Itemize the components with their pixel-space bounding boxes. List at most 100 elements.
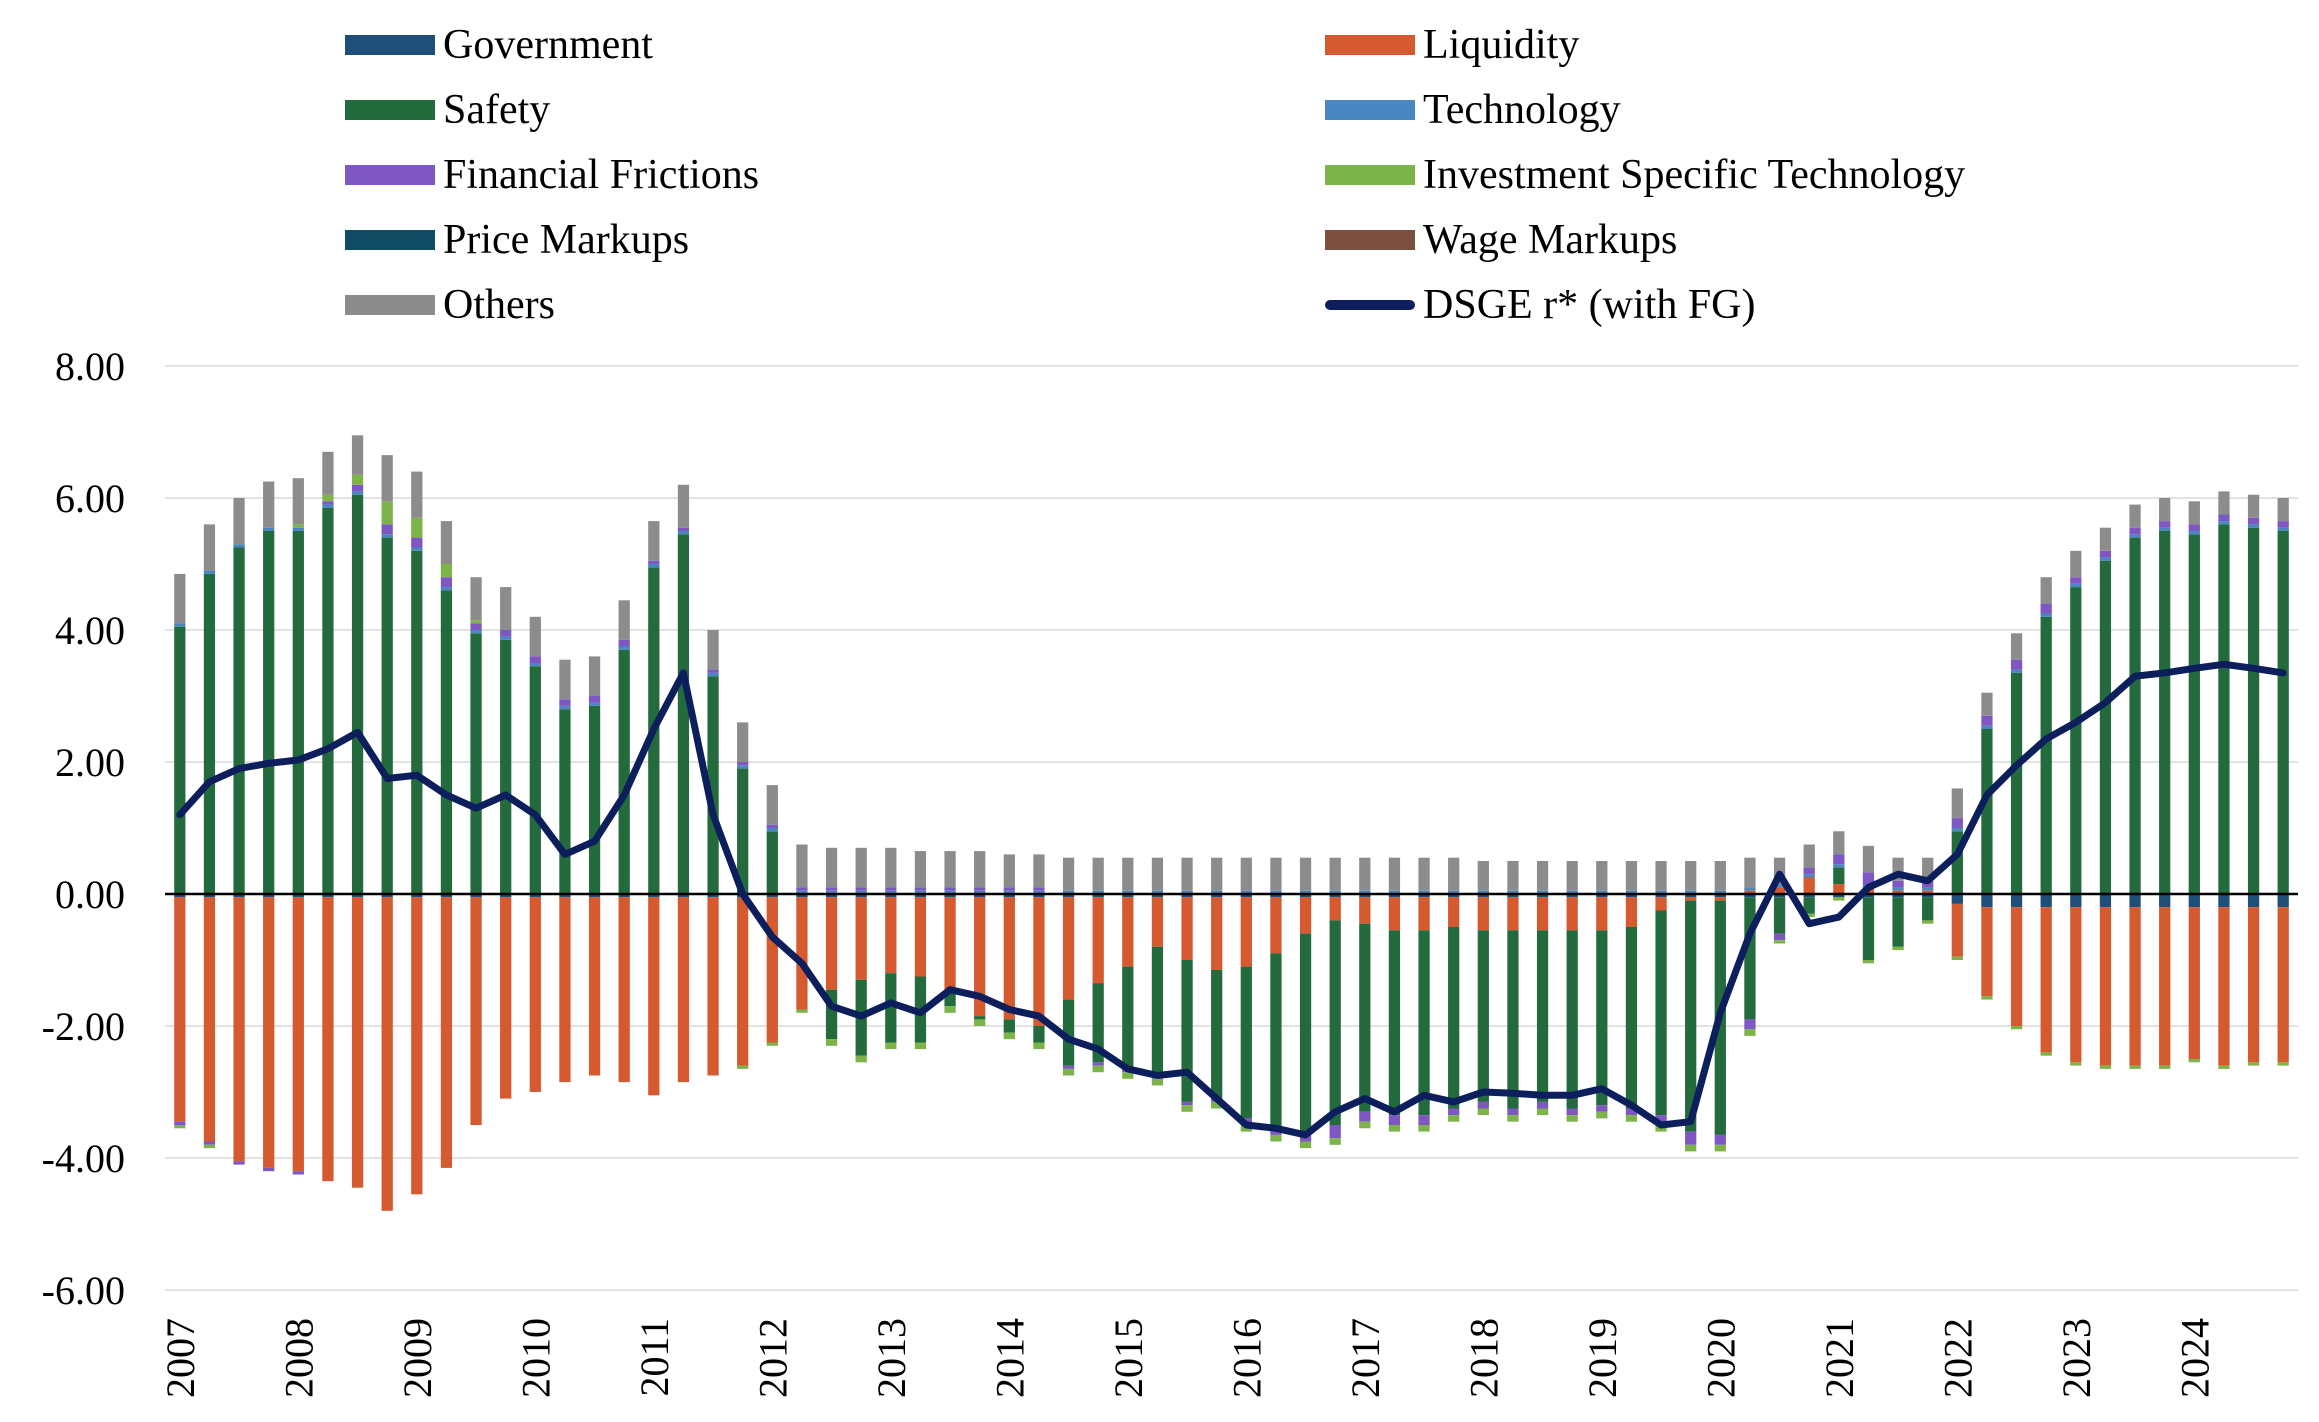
bar-others-2015q3 bbox=[1181, 857, 1193, 891]
bar-safety-2015q1 bbox=[1122, 966, 1134, 1069]
bar-government-2017q4 bbox=[1448, 894, 1460, 898]
bar-safety-2011q2 bbox=[677, 534, 690, 894]
legend-swatch-technology bbox=[1325, 100, 1415, 120]
bar-liquidity-2017q3 bbox=[1418, 897, 1430, 931]
bar-safety-2022q2 bbox=[1981, 729, 1993, 894]
bar-others-2012q1 bbox=[766, 785, 778, 825]
bar-financial-frictions-2017q1 bbox=[1359, 1111, 1371, 1122]
bar-technology-2024q2 bbox=[2218, 521, 2230, 525]
bar-others-2008q4 bbox=[381, 455, 393, 502]
bar-government-2019q2 bbox=[1625, 894, 1638, 898]
bar-technology-2008q3 bbox=[351, 491, 364, 495]
bar-government-2017q1 bbox=[1359, 894, 1371, 898]
bar-safety-2019q3 bbox=[1655, 910, 1667, 1116]
bar-others-2018q3 bbox=[1536, 861, 1549, 891]
bar-others-2022q2 bbox=[1981, 692, 1993, 716]
bar-investment-specific-technology-2008q3 bbox=[351, 474, 364, 485]
bar-others-2018q4 bbox=[1566, 861, 1578, 891]
bar-technology-2020q3 bbox=[1773, 884, 1786, 888]
bar-liquidity-2019q3 bbox=[1655, 897, 1667, 911]
bar-technology-2009q4 bbox=[500, 636, 512, 640]
x-tick-label: 2018 bbox=[1461, 1318, 1506, 1398]
bar-others-2007q3 bbox=[233, 498, 245, 545]
bar-technology-2020q2 bbox=[1744, 887, 1756, 891]
bar-safety-2021q3 bbox=[1892, 897, 1904, 947]
bar-investment-specific-technology-2014q2 bbox=[1033, 1042, 1045, 1050]
bar-investment-specific-technology-2009q2 bbox=[440, 564, 453, 578]
bar-liquidity-2022q3 bbox=[2010, 907, 2023, 1026]
bar-liquidity-2024q4 bbox=[2277, 907, 2289, 1063]
bar-others-2007q2 bbox=[203, 524, 216, 571]
bar-liquidity-2024q3 bbox=[2247, 907, 2260, 1063]
x-tick-label: 2014 bbox=[987, 1318, 1032, 1398]
bar-government-2016q1 bbox=[1240, 894, 1252, 898]
bar-liquidity-2010q4 bbox=[618, 897, 630, 1083]
bar-safety-2024q3 bbox=[2247, 527, 2260, 894]
bar-liquidity-2011q3 bbox=[707, 897, 719, 1076]
bar-financial-frictions-2008q3 bbox=[351, 484, 364, 492]
bar-liquidity-2014q1 bbox=[1003, 897, 1015, 1020]
bar-government-2012q1 bbox=[766, 894, 778, 898]
bar-government-2007q3 bbox=[233, 894, 245, 898]
bar-government-2014q3 bbox=[1062, 894, 1075, 898]
bar-liquidity-2015q3 bbox=[1181, 897, 1193, 960]
bar-investment-specific-technology-2012q2 bbox=[796, 1009, 808, 1013]
bar-technology-2020q1 bbox=[1714, 890, 1726, 894]
legend-label-investment-specific-technology: Investment Specific Technology bbox=[1423, 152, 1966, 198]
bar-technology-2009q1 bbox=[411, 547, 423, 551]
bar-financial-frictions-2018q4 bbox=[1566, 1108, 1578, 1116]
bar-investment-specific-technology-2022q1 bbox=[1951, 956, 1963, 960]
bar-others-2008q3 bbox=[351, 435, 364, 475]
bar-safety-2017q2 bbox=[1388, 930, 1401, 1116]
bar-safety-2022q3 bbox=[2010, 672, 2023, 894]
bar-financial-frictions-2020q2 bbox=[1744, 1019, 1756, 1030]
bar-others-2023q2 bbox=[2099, 527, 2112, 551]
bar-safety-2010q4 bbox=[618, 649, 630, 894]
bar-safety-2010q2 bbox=[559, 709, 571, 894]
bar-others-2011q1 bbox=[648, 521, 660, 561]
bar-investment-specific-technology-2023q3 bbox=[2129, 1065, 2141, 1069]
bar-investment-specific-technology-2018q3 bbox=[1536, 1108, 1549, 1116]
bar-liquidity-2023q1 bbox=[2070, 907, 2082, 1063]
bar-others-2019q4 bbox=[1685, 861, 1697, 891]
bar-government-2022q3 bbox=[2010, 894, 2023, 908]
bar-technology-2021q1 bbox=[1833, 864, 1845, 868]
bar-investment-specific-technology-2020q3 bbox=[1773, 940, 1786, 944]
bar-financial-frictions-2012q3 bbox=[825, 887, 838, 891]
x-tick-label: 2009 bbox=[395, 1318, 440, 1398]
bar-investment-specific-technology-2013q1 bbox=[885, 1042, 897, 1050]
bar-investment-specific-technology-2022q3 bbox=[2010, 1026, 2023, 1030]
bar-liquidity-2013q2 bbox=[914, 897, 927, 977]
bar-financial-frictions-2017q4 bbox=[1448, 1108, 1460, 1116]
legend-label-government: Government bbox=[443, 22, 653, 68]
bar-liquidity-2010q2 bbox=[559, 897, 571, 1083]
bar-technology-2017q4 bbox=[1448, 890, 1460, 894]
bar-investment-specific-technology-2019q2 bbox=[1625, 1115, 1638, 1122]
bar-investment-specific-technology-2021q1 bbox=[1833, 897, 1845, 901]
bar-others-2021q2 bbox=[1862, 845, 1875, 873]
bar-investment-specific-technology-2014q4 bbox=[1092, 1065, 1104, 1073]
bar-financial-frictions-2008q2 bbox=[322, 501, 334, 505]
bar-liquidity-2015q1 bbox=[1122, 897, 1134, 967]
bar-safety-2013q4 bbox=[974, 1016, 986, 1020]
bar-technology-2021q3 bbox=[1892, 887, 1904, 891]
bar-government-2018q2 bbox=[1507, 894, 1519, 898]
bar-safety-2014q2 bbox=[1033, 1026, 1045, 1043]
bar-technology-2015q3 bbox=[1181, 890, 1193, 894]
bar-technology-2021q4 bbox=[1922, 887, 1934, 891]
bar-others-2019q1 bbox=[1596, 861, 1608, 891]
bar-others-2012q3 bbox=[825, 847, 838, 888]
bar-safety-2024q1 bbox=[2188, 534, 2200, 894]
bar-safety-2024q4 bbox=[2277, 531, 2289, 894]
bar-others-2008q2 bbox=[322, 451, 334, 495]
legend-swatch-safety bbox=[345, 100, 435, 120]
bar-technology-2010q3 bbox=[588, 702, 601, 706]
bar-others-2023q3 bbox=[2129, 504, 2141, 528]
bar-liquidity-2013q3 bbox=[944, 897, 956, 993]
bar-technology-2022q3 bbox=[2010, 669, 2023, 673]
bar-others-2017q1 bbox=[1359, 857, 1371, 891]
bar-government-2014q2 bbox=[1033, 894, 1045, 898]
bar-liquidity-2014q3 bbox=[1062, 897, 1075, 1000]
bar-technology-2013q4 bbox=[974, 890, 986, 894]
bar-investment-specific-technology-2018q4 bbox=[1566, 1115, 1578, 1122]
